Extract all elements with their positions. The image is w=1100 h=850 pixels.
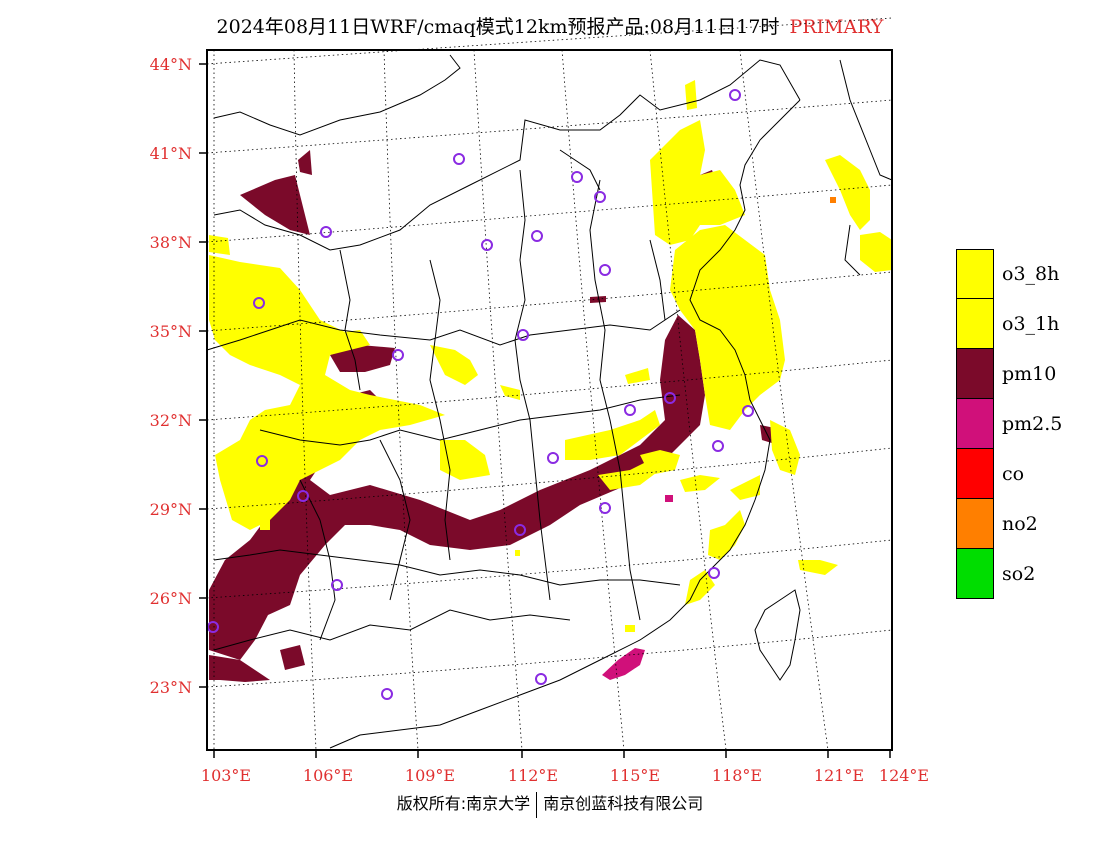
- lat-label: 23°N: [150, 678, 192, 697]
- title-text: 2024年08月11日WRF/cmaq模式12km预报产品:08月11日17时: [216, 16, 780, 38]
- legend-item-o3-1h: o3_1h: [956, 299, 1062, 349]
- lon-label: 103°E: [201, 766, 251, 785]
- lon-label: 121°E: [814, 766, 864, 785]
- city-markers: [207, 89, 754, 700]
- legend-swatch: [956, 499, 994, 549]
- lon-label: 106°E: [303, 766, 353, 785]
- legend-swatch: [956, 399, 994, 449]
- copyright-left: 版权所有:南京大学: [396, 794, 531, 813]
- legend-swatch: [956, 549, 994, 599]
- legend-label: pm2.5: [1002, 413, 1063, 435]
- legend-label: so2: [1002, 563, 1036, 585]
- lat-labels: 44°N 41°N 38°N 35°N 32°N 29°N 26°N 23°N: [150, 55, 192, 697]
- map-frame: [206, 49, 893, 751]
- legend-item-pm10: pm10: [956, 349, 1062, 399]
- legend-label: no2: [1002, 513, 1038, 535]
- lat-label: 41°N: [150, 144, 192, 163]
- legend-label: pm10: [1002, 363, 1057, 385]
- lon-label: 109°E: [405, 766, 455, 785]
- legend-label: co: [1002, 463, 1025, 485]
- tick-marks: [199, 63, 891, 758]
- lon-label: 115°E: [610, 766, 660, 785]
- title-primary-label: PRIMARY: [789, 16, 884, 38]
- legend-swatch: [956, 299, 994, 349]
- legend-item-no2: no2: [956, 499, 1062, 549]
- pm25-regions: [602, 495, 673, 680]
- legend-label: o3_1h: [1002, 313, 1060, 335]
- legend: o3_8h o3_1h pm10 pm2.5 co no2 so2: [956, 249, 1062, 599]
- copyright-footer: 版权所有:南京大学 南京创蓝科技有限公司: [0, 790, 1100, 818]
- legend-item-so2: so2: [956, 549, 1062, 599]
- legend-swatch: [956, 449, 994, 499]
- legend-label: o3_8h: [1002, 263, 1060, 285]
- lat-label: 29°N: [150, 500, 192, 519]
- legend-swatch: [956, 349, 994, 399]
- lat-label: 32°N: [150, 411, 192, 430]
- legend-swatch: [956, 249, 994, 299]
- lat-label: 38°N: [150, 233, 192, 252]
- lat-label: 44°N: [150, 55, 192, 74]
- legend-item-o3-8h: o3_8h: [956, 249, 1062, 299]
- copyright-right: 南京创蓝科技有限公司: [543, 794, 704, 813]
- lat-label: 35°N: [150, 322, 192, 341]
- footer-divider: [536, 791, 538, 818]
- lat-label: 26°N: [150, 589, 192, 608]
- legend-item-pm25: pm2.5: [956, 399, 1062, 449]
- legend-item-co: co: [956, 449, 1062, 499]
- lon-labels: 103°E 106°E 109°E 112°E 115°E 118°E 121°…: [201, 766, 929, 785]
- map-title: 2024年08月11日WRF/cmaq模式12km预报产品:08月11日17时 P…: [0, 12, 1100, 39]
- lon-label: 112°E: [508, 766, 558, 785]
- no2-regions: [830, 197, 836, 203]
- lon-label: 124°E: [879, 766, 929, 785]
- lon-label: 118°E: [712, 766, 762, 785]
- boundaries: [206, 54, 893, 749]
